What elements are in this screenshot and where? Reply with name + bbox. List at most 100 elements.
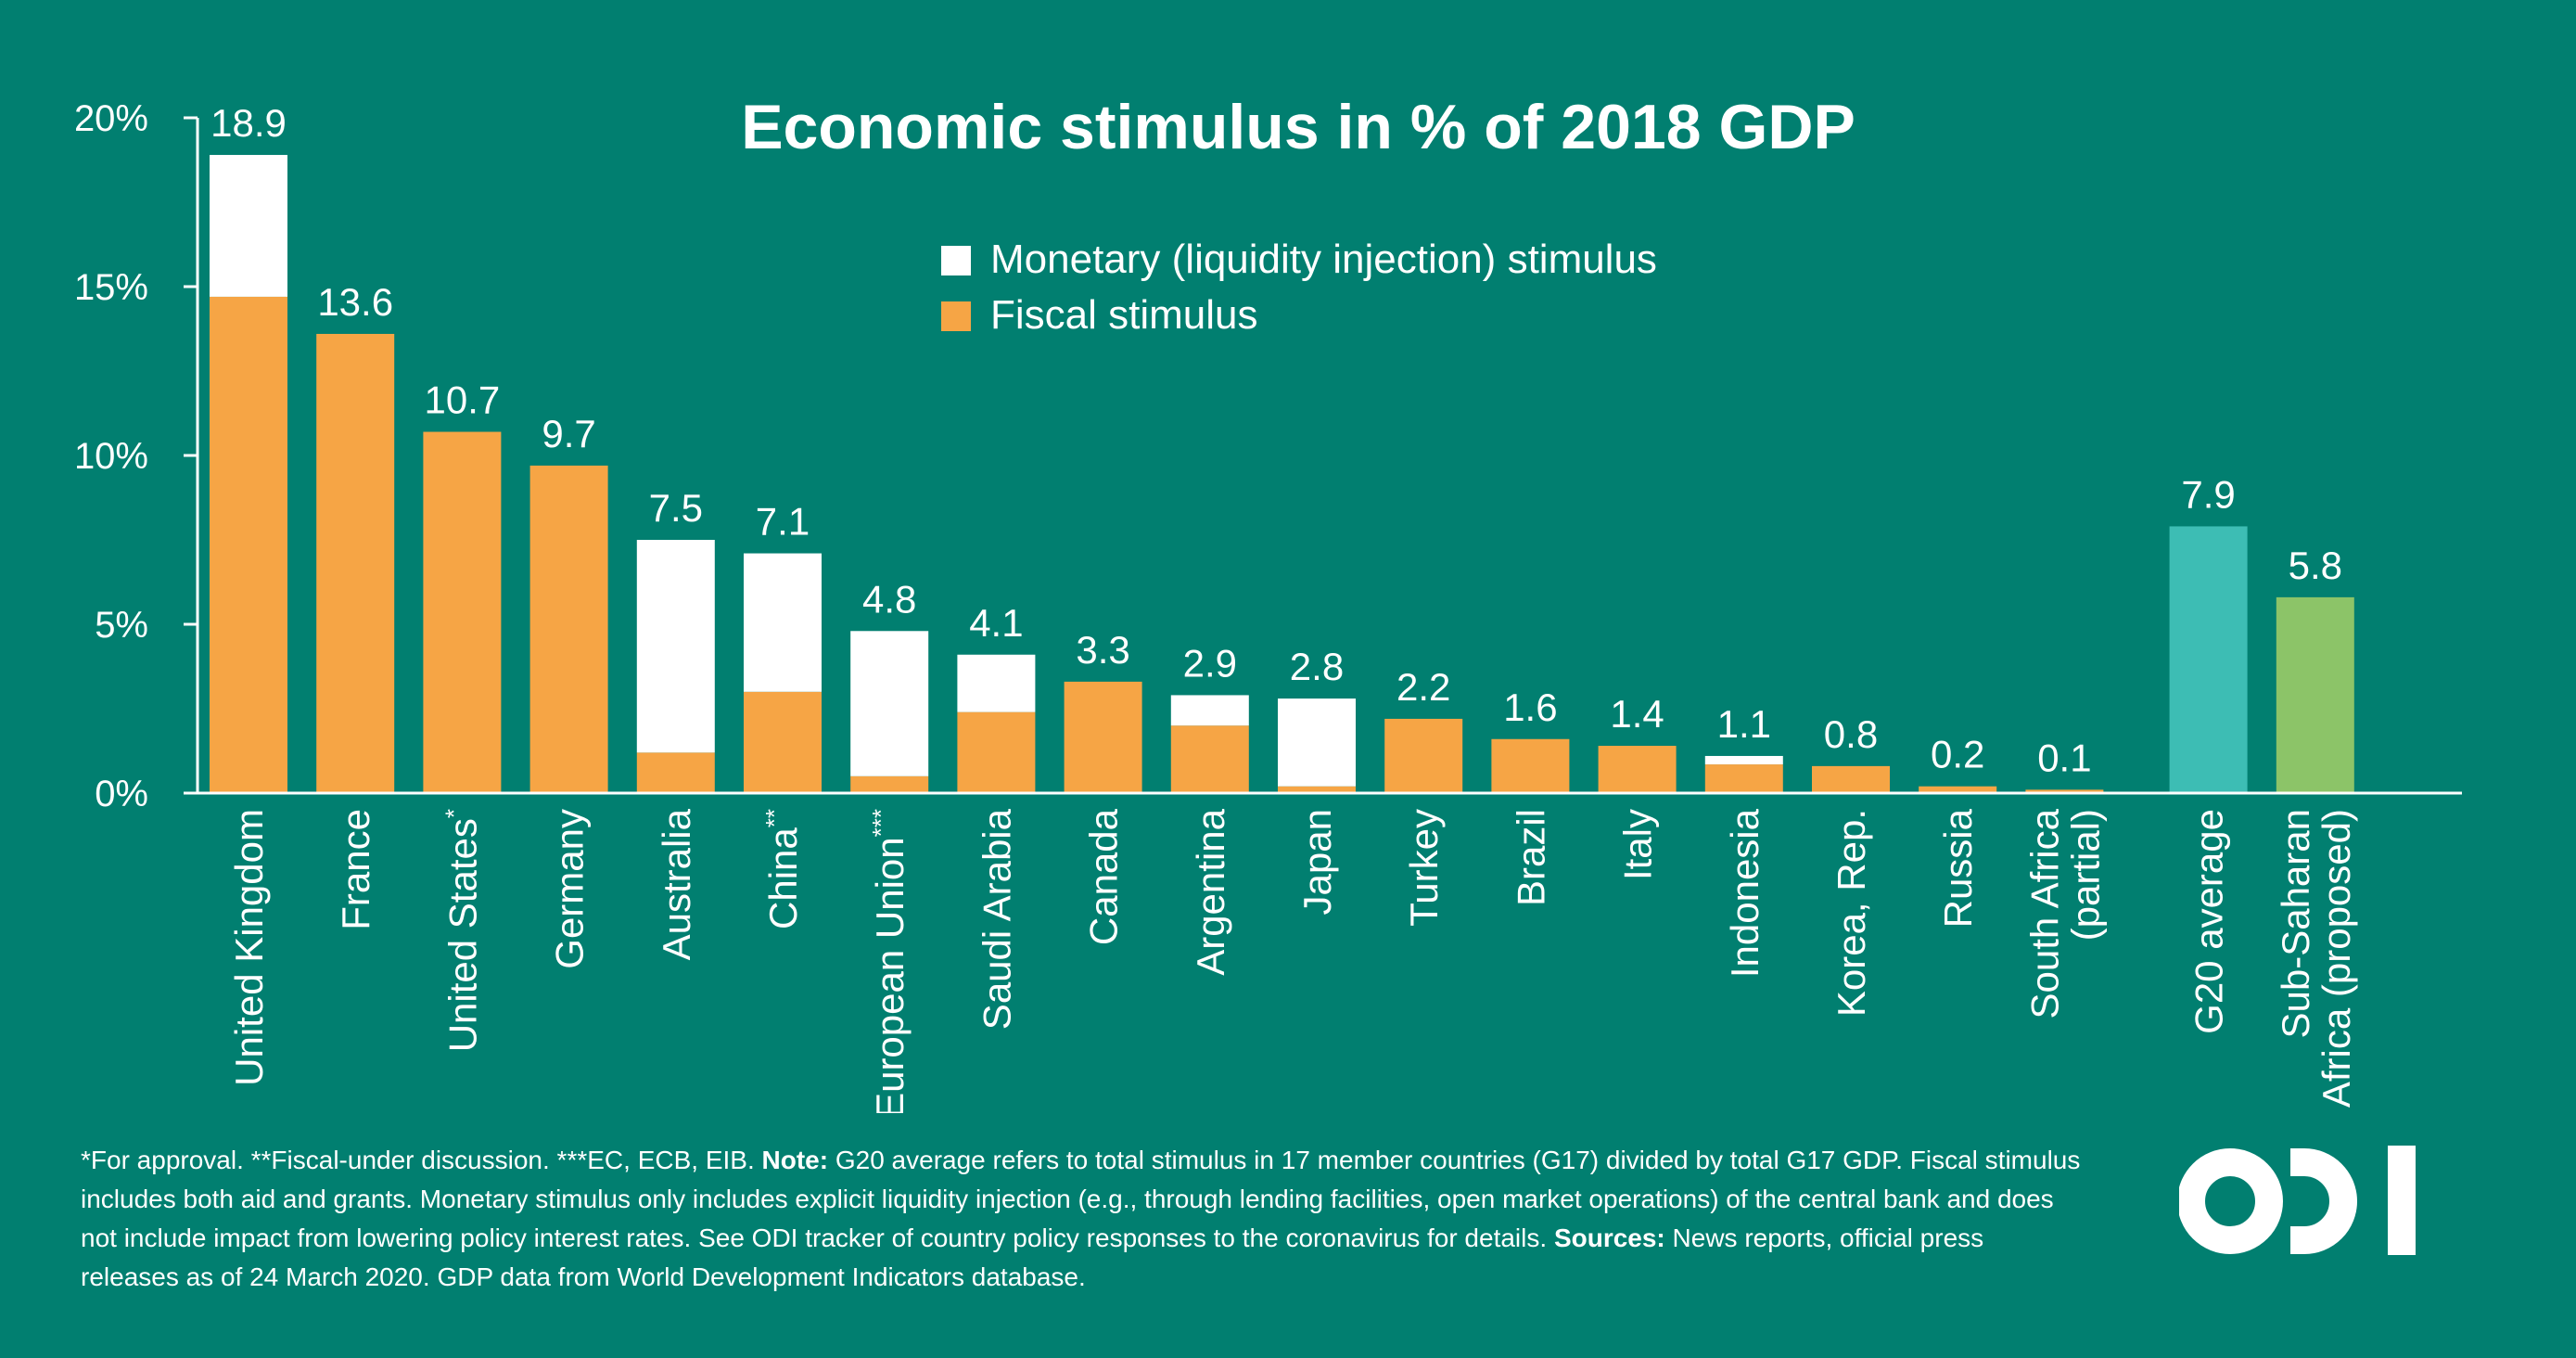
x-category-text: G20 average bbox=[2187, 809, 2231, 1034]
x-category-label: United Kingdom bbox=[227, 809, 271, 1086]
bar-value-label: 0.1 bbox=[2037, 736, 2091, 779]
x-category-text: European Union*** bbox=[867, 809, 912, 1113]
x-category-label: European Union*** bbox=[867, 809, 912, 1113]
bar-monetary bbox=[957, 654, 1036, 712]
bar-value-label: 10.7 bbox=[425, 378, 501, 422]
x-category-label: Japan bbox=[1295, 809, 1339, 915]
x-category-text: United States* bbox=[440, 809, 484, 1052]
x-category-label: Australia bbox=[655, 808, 698, 960]
bar-value-label: 0.2 bbox=[1931, 733, 1984, 776]
stimulus-bar-chart: Economic stimulus in % of 2018 GDP Monet… bbox=[74, 92, 2462, 1113]
x-category-name: Korea, Rep. bbox=[1830, 809, 1873, 1017]
x-category-name: France bbox=[334, 809, 377, 930]
x-category-text: Germany bbox=[548, 809, 592, 969]
bar-fiscal bbox=[850, 775, 929, 793]
y-tick-label: 15% bbox=[74, 267, 148, 308]
x-category-label: Italy bbox=[1616, 809, 1660, 880]
bar-fiscal bbox=[2025, 789, 2104, 793]
bar-monetary bbox=[210, 155, 287, 297]
x-category-name: Germany bbox=[548, 809, 592, 969]
x-category-label: Germany bbox=[548, 809, 592, 969]
x-category-text: Italy bbox=[1616, 809, 1660, 880]
bar-value-label: 5.8 bbox=[2289, 544, 2342, 587]
bar-fiscal bbox=[1278, 786, 1356, 793]
footnote-intro: *For approval. **Fiscal-under discussion… bbox=[81, 1146, 762, 1174]
x-labels-group: United Kingdom France United States* German… bbox=[227, 808, 2358, 1113]
bar-value-label: 1.1 bbox=[1717, 702, 1771, 746]
x-category-text: Indonesia bbox=[1723, 808, 1766, 978]
x-category-name: (partial) bbox=[2063, 809, 2107, 941]
x-category-name: South Africa bbox=[2022, 808, 2066, 1018]
value-labels-group: 18.9 13.6 10.7 9.7 7.5 7.1 4.8 4.1 3.3 2.9 2.8 2.2 1… bbox=[210, 101, 2342, 779]
legend-label: Fiscal stimulus bbox=[990, 292, 1258, 338]
odi-logo-icon bbox=[2179, 1146, 2416, 1255]
x-category-text: Brazil bbox=[1509, 809, 1552, 906]
x-category-name: Russia bbox=[1936, 808, 1980, 928]
x-category-label: Indonesia bbox=[1723, 808, 1766, 978]
footnote-mark: * bbox=[440, 809, 467, 818]
legend-swatch bbox=[941, 301, 971, 331]
bar-value-label: 1.6 bbox=[1503, 685, 1557, 729]
x-category-name: Italy bbox=[1616, 809, 1660, 880]
x-category-text: United Kingdom bbox=[227, 809, 271, 1086]
bar-value-label: 13.6 bbox=[317, 280, 393, 324]
x-category-label: South Africa(partial) bbox=[2022, 808, 2107, 1018]
chart-legend: Monetary (liquidity injection) stimulus F… bbox=[941, 237, 1657, 338]
bar-monetary bbox=[1170, 695, 1249, 726]
bar-value-label: 9.7 bbox=[542, 412, 595, 455]
bar-value-label: 2.8 bbox=[1290, 645, 1344, 688]
bar-fiscal bbox=[1384, 718, 1463, 793]
bar-value-label: 7.1 bbox=[756, 500, 810, 544]
x-category-text: Saudi Arabia bbox=[975, 808, 1018, 1030]
x-category-label: France bbox=[334, 809, 377, 930]
bar-value-label: 4.8 bbox=[862, 577, 916, 621]
bar-fiscal bbox=[1812, 765, 1890, 793]
x-category-name: United Kingdom bbox=[227, 809, 271, 1086]
x-category-text: Canada bbox=[1082, 808, 1126, 945]
x-category-text: (partial) bbox=[2063, 809, 2107, 941]
x-category-text: Argentina bbox=[1189, 808, 1232, 975]
x-category-name: Australia bbox=[655, 808, 698, 960]
x-category-label: Canada bbox=[1082, 808, 1126, 945]
x-category-label: Korea, Rep. bbox=[1830, 809, 1873, 1017]
bar-fiscal bbox=[529, 465, 608, 793]
x-category-name: Sub-Saharan bbox=[2274, 809, 2317, 1039]
bar-total bbox=[2169, 526, 2248, 793]
x-category-name: Japan bbox=[1295, 809, 1339, 915]
x-category-text: France bbox=[334, 809, 377, 930]
bar-value-label: 7.9 bbox=[2181, 472, 2235, 516]
bar-fiscal bbox=[1919, 786, 1997, 793]
x-category-name: United States bbox=[440, 818, 484, 1052]
bar-fiscal bbox=[423, 431, 502, 793]
bar-value-label: 4.1 bbox=[969, 601, 1023, 645]
bar-fiscal bbox=[1598, 746, 1677, 793]
footnote: *For approval. **Fiscal-under discussion… bbox=[81, 1141, 2084, 1297]
bar-monetary bbox=[1704, 755, 1783, 765]
x-category-text: Africa (proposed) bbox=[2315, 809, 2358, 1108]
x-category-text: Australia bbox=[655, 808, 698, 960]
y-axis: 0% 5% 10% 15% 20% bbox=[74, 98, 199, 814]
x-category-label: China** bbox=[760, 809, 805, 929]
y-tick-label: 0% bbox=[95, 774, 148, 814]
bar-fiscal bbox=[957, 711, 1036, 793]
x-category-name: Indonesia bbox=[1723, 808, 1766, 978]
bar-fiscal bbox=[1170, 725, 1249, 793]
bar-fiscal bbox=[210, 296, 287, 793]
x-category-name: Canada bbox=[1082, 808, 1126, 945]
x-category-label: Brazil bbox=[1509, 809, 1552, 906]
x-category-text: Korea, Rep. bbox=[1830, 809, 1873, 1017]
bar-monetary bbox=[1278, 698, 1356, 787]
y-tick-label: 20% bbox=[74, 98, 148, 139]
bar-monetary bbox=[636, 540, 715, 753]
x-category-name: G20 average bbox=[2187, 809, 2231, 1034]
bar-value-label: 1.4 bbox=[1610, 692, 1664, 736]
y-tick-label: 10% bbox=[74, 436, 148, 477]
x-category-label: Russia bbox=[1936, 808, 1980, 928]
bar-value-label: 2.2 bbox=[1396, 665, 1450, 709]
chart-title: Economic stimulus in % of 2018 GDP bbox=[741, 92, 1855, 162]
bar-monetary bbox=[744, 553, 822, 692]
x-category-label: United States* bbox=[440, 809, 484, 1052]
bar-fiscal bbox=[1064, 681, 1142, 793]
